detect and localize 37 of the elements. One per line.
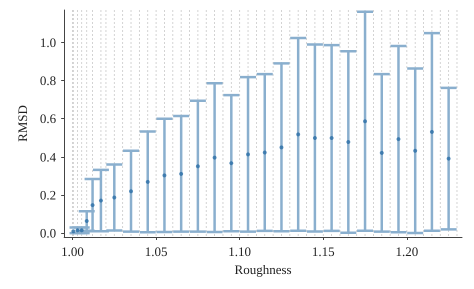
point <box>380 150 384 155</box>
point <box>146 180 150 184</box>
point <box>430 130 434 134</box>
point <box>129 189 134 194</box>
x-tick-label: 1.15 <box>312 244 335 259</box>
point <box>90 203 95 208</box>
point <box>212 156 217 160</box>
y-axis-title: RMSD <box>15 105 30 142</box>
x-tick-label: 1.05 <box>144 244 168 259</box>
point <box>413 148 418 153</box>
point <box>229 161 234 166</box>
y-tick-label: 1.0 <box>40 34 56 50</box>
y-tick-label: 0.6 <box>40 111 57 126</box>
point <box>98 198 103 203</box>
x-tick-label: 1.10 <box>228 244 252 259</box>
x-tick-label: 1.20 <box>395 244 418 259</box>
point <box>312 136 317 140</box>
point <box>396 137 400 142</box>
point <box>71 229 76 234</box>
point <box>446 156 451 161</box>
point <box>179 172 184 176</box>
point <box>112 196 116 200</box>
x-tick-label: 1.00 <box>61 244 84 259</box>
point <box>330 136 334 140</box>
point <box>346 140 350 144</box>
point <box>363 119 368 124</box>
point <box>162 173 166 178</box>
point <box>296 132 300 136</box>
y-tick-label: 0.2 <box>40 188 56 203</box>
point <box>279 145 284 150</box>
y-tick-label: 0.4 <box>40 149 57 164</box>
point <box>262 150 267 154</box>
y-tick-label: 0.8 <box>40 73 56 88</box>
y-tick-label: 0.0 <box>40 226 56 241</box>
point <box>246 152 250 156</box>
point <box>196 164 200 168</box>
x-axis-title: Roughness <box>234 262 292 277</box>
